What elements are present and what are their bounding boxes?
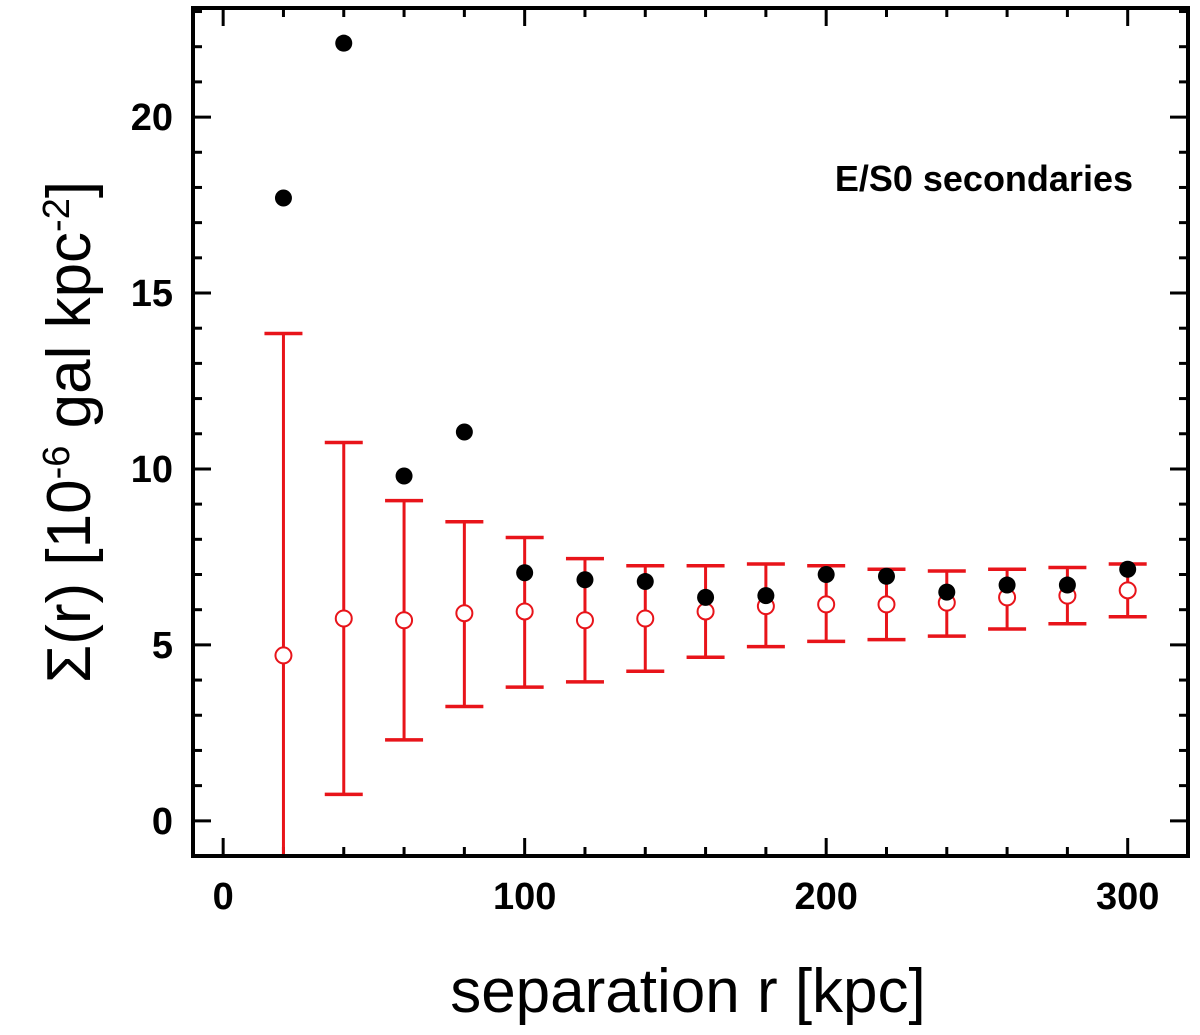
observed-point xyxy=(1119,560,1137,578)
random-point xyxy=(817,595,836,614)
major-ticks xyxy=(193,8,1188,856)
observed-point xyxy=(455,423,473,441)
observed-point xyxy=(817,566,835,584)
x-tick-label: 0 xyxy=(213,876,234,918)
y-tick-label: 5 xyxy=(152,625,173,667)
y-tick-label: 10 xyxy=(131,449,173,491)
observed-point xyxy=(395,467,413,485)
random-point xyxy=(575,611,594,630)
random-point xyxy=(515,602,534,621)
plot-frame xyxy=(191,6,1190,858)
observed-points xyxy=(274,34,1137,606)
annotation-label: E/S0 secondaries xyxy=(835,158,1133,199)
observed-point xyxy=(576,571,594,589)
x-tick-label: 300 xyxy=(1096,876,1159,918)
observed-point xyxy=(697,588,715,606)
observed-point xyxy=(636,573,654,591)
x-tick-label: 200 xyxy=(794,876,857,918)
tick-labels: 0 100 200 300 0 5 10 15 20 xyxy=(131,97,1160,918)
y-axis-title-suffix: ] xyxy=(35,181,104,198)
observed-point xyxy=(998,576,1016,594)
random-point xyxy=(334,609,353,628)
random-point xyxy=(455,604,474,623)
observed-point xyxy=(757,587,775,605)
y-axis-title-middle: gal kpc xyxy=(35,232,104,446)
observed-point xyxy=(516,564,534,582)
y-tick-label: 0 xyxy=(152,801,173,843)
y-tick-label: 15 xyxy=(131,273,173,315)
y-axis-title-prefix: Σ(r) [10 xyxy=(35,479,104,683)
random-point xyxy=(636,609,655,628)
x-axis-title: separation r [kpc] xyxy=(450,957,926,1026)
y-tick-label: 20 xyxy=(131,97,173,139)
x-tick-label: 100 xyxy=(493,876,556,918)
observed-point xyxy=(877,567,895,585)
y-axis-title: Σ(r) [10-6 gal kpc-2] xyxy=(35,181,104,683)
observed-point xyxy=(335,34,353,52)
random-point xyxy=(274,646,293,665)
minor-ticks xyxy=(193,8,1190,858)
y-axis-title-exp2: -2 xyxy=(36,198,78,232)
y-axis-title-exp1: -6 xyxy=(36,446,78,480)
random-point xyxy=(877,595,896,614)
random-point xyxy=(1118,581,1137,600)
random-point xyxy=(395,611,414,630)
observed-point xyxy=(1058,576,1076,594)
observed-point xyxy=(938,583,956,601)
observed-point xyxy=(274,189,292,207)
